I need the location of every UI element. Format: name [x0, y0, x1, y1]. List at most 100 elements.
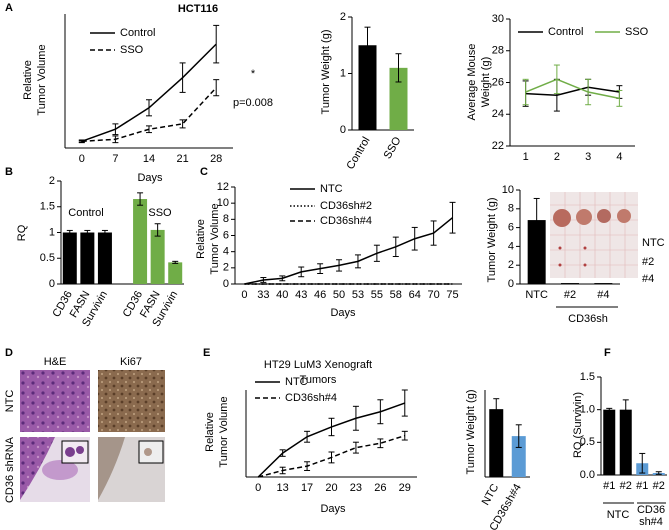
bar [389, 67, 408, 130]
y-tick-label: 6 [223, 229, 229, 241]
y-tick-label: 2 [223, 262, 229, 274]
y-tick-label: 0 [223, 278, 229, 290]
x-tick-label: NTC [480, 482, 502, 508]
x-tick-label: SSO [382, 135, 404, 162]
bar [62, 232, 77, 284]
series-line [525, 78, 620, 100]
y-tick-label: 24 [492, 108, 504, 120]
bar [97, 232, 112, 284]
x-tick-label: 26 [374, 482, 386, 494]
x-tick-label: 20 [325, 482, 337, 494]
chart-title: HT29 LuM3 Xenograft [264, 359, 372, 371]
group-label: sh#4 [639, 516, 663, 528]
legend-label: NTC [320, 183, 343, 195]
y-axis-label: Tumor Weight (g) [486, 198, 498, 283]
legend-label: Control [120, 27, 155, 39]
x-tick-label: #4 [597, 289, 609, 301]
y-axis-label: Relative [22, 60, 34, 100]
x-tick-label: 55 [371, 289, 383, 301]
y-axis-label: Tumor Weight (g) [320, 30, 332, 115]
tumor-photo [550, 192, 638, 278]
column-label: H&E [44, 356, 67, 368]
y-tick-label: 0 [508, 278, 514, 290]
bar [527, 220, 546, 284]
x-tick-label: 0 [241, 289, 247, 301]
bar [619, 409, 632, 475]
y-tick-label: 12 [217, 181, 229, 193]
x-axis-label: Days [330, 307, 356, 319]
y-tick-label: 1 [340, 67, 346, 79]
y-tick-label: 28 [492, 45, 504, 57]
x-tick-label: 2 [554, 151, 560, 163]
series-line [257, 402, 406, 478]
y-tick-label: 1.5 [580, 371, 595, 383]
bar [80, 232, 95, 284]
bar [603, 409, 616, 475]
annotation: p=0.008 [233, 97, 273, 109]
x-tick-label: 3 [585, 151, 591, 163]
bar [358, 45, 377, 130]
histology-images [20, 370, 165, 502]
y-tick-label: 2 [508, 259, 514, 271]
x-tick-label: #1 [636, 480, 648, 492]
y-axis-label: Weight (g) [480, 57, 492, 108]
bar [489, 409, 504, 477]
y-tick-label: 4 [508, 240, 514, 252]
y-tick-label: 10 [217, 197, 229, 209]
y-tick-label: 0.0 [580, 469, 595, 481]
x-tick-label: #2 [653, 480, 665, 492]
y-tick-label: 8 [223, 213, 229, 225]
y-axis-label: Relative [204, 412, 216, 452]
series-line [525, 86, 620, 96]
legend-label: CD36sh#2 [320, 200, 372, 212]
y-axis-label: Tumor Volume [209, 203, 221, 274]
x-tick-label: 29 [399, 482, 411, 494]
x-tick-label: 4 [616, 151, 622, 163]
inset-label: #4 [642, 273, 654, 285]
x-tick-label: 23 [350, 482, 362, 494]
group-label: Control [68, 207, 103, 219]
bar [594, 283, 613, 284]
x-tick-label: NTC [525, 289, 548, 301]
panel-label: E [203, 347, 210, 359]
y-tick-label: 4 [223, 246, 229, 258]
panel-label: A [5, 2, 13, 14]
legend-label: CD36sh#4 [320, 215, 372, 227]
y-tick-label: 8 [508, 203, 514, 215]
x-tick-label: 70 [428, 289, 440, 301]
x-tick-label: 40 [276, 289, 288, 301]
x-tick-label: 75 [446, 289, 458, 301]
x-tick-label: #2 [564, 289, 576, 301]
y-tick-label: 10 [502, 184, 514, 196]
x-tick-label: 50 [333, 289, 345, 301]
column-label: Ki67 [120, 356, 142, 368]
group-label: CD36sh [568, 313, 608, 325]
panel-label: D [5, 347, 13, 359]
x-tick-label: 14 [143, 153, 155, 165]
x-axis-label: Days [137, 172, 163, 184]
row-label: NTC [4, 390, 16, 413]
y-tick-label: 1.5 [40, 201, 55, 213]
panel-label: B [5, 166, 13, 178]
x-tick-label: 46 [314, 289, 326, 301]
series-line [244, 217, 454, 285]
bar [168, 262, 183, 284]
y-tick-label: 0 [49, 278, 55, 290]
legend-label: Control [548, 26, 583, 38]
x-tick-label: 64 [409, 289, 421, 301]
y-axis-label: RQ (Survivin) [572, 392, 584, 458]
bar [561, 283, 579, 284]
legend-label: CD36sh#4 [285, 392, 337, 404]
x-tick-label: 43 [295, 289, 307, 301]
row-label: CD36 shRNA [4, 436, 16, 503]
bar [511, 436, 526, 477]
x-tick-label: 0 [79, 153, 85, 165]
legend-label: SSO [120, 44, 144, 56]
y-tick-label: 1 [49, 226, 55, 238]
y-tick-label: 30 [492, 13, 504, 25]
y-axis-label: Relative [195, 219, 207, 259]
inset-label: #2 [642, 256, 654, 268]
panel-label: C [200, 166, 208, 178]
group-label: NTC [607, 509, 630, 521]
